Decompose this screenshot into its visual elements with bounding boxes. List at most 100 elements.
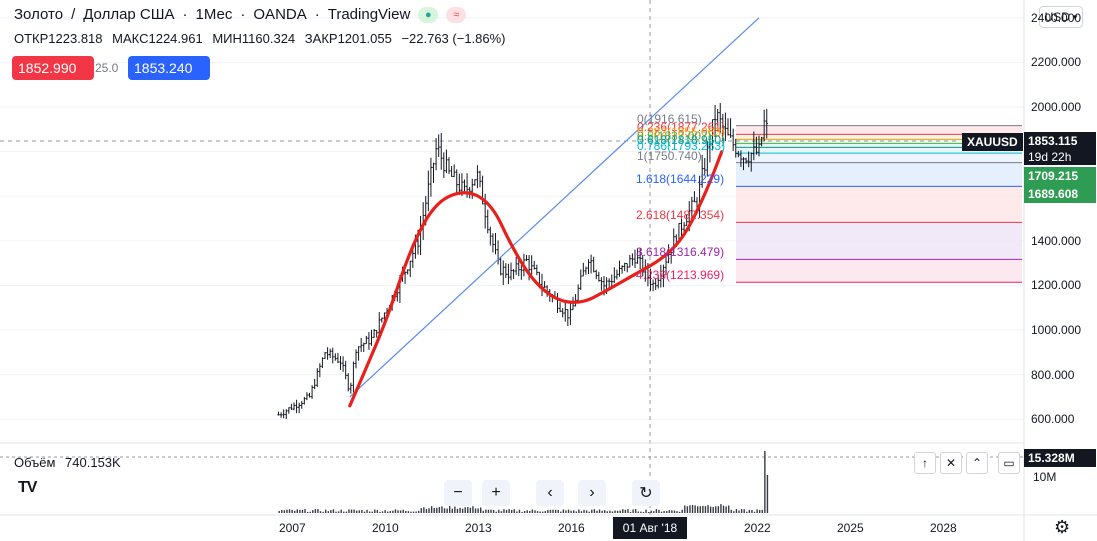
volume-bar xyxy=(415,511,417,513)
currency-label: USD xyxy=(1044,10,1070,24)
volume-bar xyxy=(332,509,335,513)
trend-line[interactable] xyxy=(349,17,760,398)
volume-bar xyxy=(288,509,291,513)
volume-bar xyxy=(766,475,769,513)
price-tick-label: 2000.000 xyxy=(1031,100,1082,114)
volume-bar xyxy=(619,510,621,513)
wave-icon[interactable]: ≈ xyxy=(446,6,467,23)
volume-bar xyxy=(518,509,521,513)
sell-button[interactable]: 1852.990 xyxy=(12,56,94,80)
scroll-left-button[interactable]: ‹ xyxy=(536,480,564,506)
low-value: 1160.324 xyxy=(241,31,296,46)
volume-bar xyxy=(325,509,327,513)
volume-bar xyxy=(356,510,358,513)
market-open-icon[interactable]: ● xyxy=(418,6,439,23)
level-tag-2: 1689.608 xyxy=(1024,185,1096,203)
time-tick-label: 2007 xyxy=(279,521,306,535)
volume-bar xyxy=(278,510,280,513)
tradingview-logo-icon[interactable]: TV xyxy=(18,479,37,496)
volume-last-tag: 15.328M xyxy=(1024,449,1096,467)
volume-bar xyxy=(748,509,751,513)
volume-bar xyxy=(405,510,407,513)
volume-bar xyxy=(609,510,611,513)
volume-bar xyxy=(635,509,637,513)
volume-bar xyxy=(402,509,404,513)
volume-bar xyxy=(678,511,681,513)
fib-level-label: 0.5(1837.007) xyxy=(637,129,712,144)
volume-bar xyxy=(689,505,691,513)
volume-bar xyxy=(500,511,503,513)
volume-bar xyxy=(622,509,624,513)
volume-bar xyxy=(694,505,696,513)
volume-bar xyxy=(418,510,420,513)
volume-bar xyxy=(299,509,301,513)
volume-bar xyxy=(593,509,596,513)
gear-icon[interactable]: ⚙ xyxy=(1054,517,1071,537)
currency-select[interactable]: USD ▾ xyxy=(1039,6,1083,28)
volume-bar xyxy=(508,509,510,513)
zoom-out-button[interactable]: − xyxy=(444,480,472,506)
price-tick-label: 800.000 xyxy=(1031,367,1075,382)
volume-bar xyxy=(477,508,479,513)
volume-bar xyxy=(464,507,466,513)
pane-move-up-button[interactable]: ↑ xyxy=(914,452,936,474)
volume-bar xyxy=(746,511,748,513)
time-tick-label: 2016 xyxy=(558,521,585,535)
reset-chart-button[interactable]: ↻ xyxy=(632,480,660,506)
dot-separator: · xyxy=(182,6,188,23)
volume-bar xyxy=(681,509,683,513)
chevron-down-icon: ▾ xyxy=(1072,11,1078,22)
symbol-legend[interactable]: Золото / Доллар США · 1Мес · OANDA · Tra… xyxy=(14,6,467,23)
fibonacci-zones xyxy=(736,125,1022,283)
fib-zone xyxy=(736,134,1022,140)
volume-bar xyxy=(281,510,283,513)
volume-bar xyxy=(707,505,709,513)
symbol-tag: XAUUSD xyxy=(962,133,1023,151)
volume-bar xyxy=(487,509,490,513)
volume-bar xyxy=(374,509,376,513)
dot-separator: · xyxy=(314,6,320,23)
open-value: 1223.818 xyxy=(48,31,103,46)
close-icon: ✕ xyxy=(945,456,957,470)
volume-bar xyxy=(539,511,541,513)
symbol-name: Золото xyxy=(14,6,64,23)
ohlc-values: ОТКР1223.818 МАКС1224.961 МИН1160.324 ЗА… xyxy=(14,31,506,46)
pane-collapse-button[interactable]: ⌃ xyxy=(966,452,988,474)
zoom-in-button[interactable]: + xyxy=(482,480,510,506)
pane-maximize-button[interactable]: ▭ xyxy=(998,452,1020,474)
volume-bar xyxy=(368,511,371,513)
pane-close-button[interactable]: ✕ xyxy=(940,452,962,474)
volume-bar xyxy=(764,451,766,513)
volume-bar xyxy=(319,511,322,513)
volume-bar xyxy=(536,511,539,513)
hand-drawn-curve[interactable] xyxy=(348,150,724,408)
volume-bar xyxy=(552,509,554,513)
buy-button[interactable]: 1853.240 xyxy=(128,56,210,80)
price-tick-label: 1000.000 xyxy=(1031,323,1082,337)
volume-bar xyxy=(531,509,534,513)
volume-bar xyxy=(668,510,670,513)
volume-bar xyxy=(381,511,384,513)
volume-bar xyxy=(671,510,673,513)
volume-bar xyxy=(503,509,505,513)
volume-bar xyxy=(485,509,487,513)
change-value: −22.763 (−1.86%) xyxy=(401,31,506,46)
scroll-right-button[interactable]: › xyxy=(578,480,606,506)
volume-bar xyxy=(513,509,515,513)
volume-bar xyxy=(653,511,655,513)
volume-legend[interactable]: Объём 740.153K xyxy=(14,455,121,470)
volume-bar xyxy=(666,511,668,513)
price-tick-label: 2200.000 xyxy=(1031,55,1082,70)
fib-zone xyxy=(736,147,1022,154)
volume-bar xyxy=(686,506,689,513)
quote-currency: Доллар США xyxy=(83,6,175,23)
volume-bar xyxy=(459,507,461,513)
fib-zone xyxy=(736,153,1022,163)
maximize-icon: ▭ xyxy=(1003,456,1015,470)
volume-bar xyxy=(425,508,428,513)
volume-bar xyxy=(433,507,435,513)
last-price-tag: 1853.115 xyxy=(1024,132,1096,150)
volume-bar xyxy=(570,510,572,513)
fib-level-label: 0.786(1793.253) xyxy=(637,139,726,154)
